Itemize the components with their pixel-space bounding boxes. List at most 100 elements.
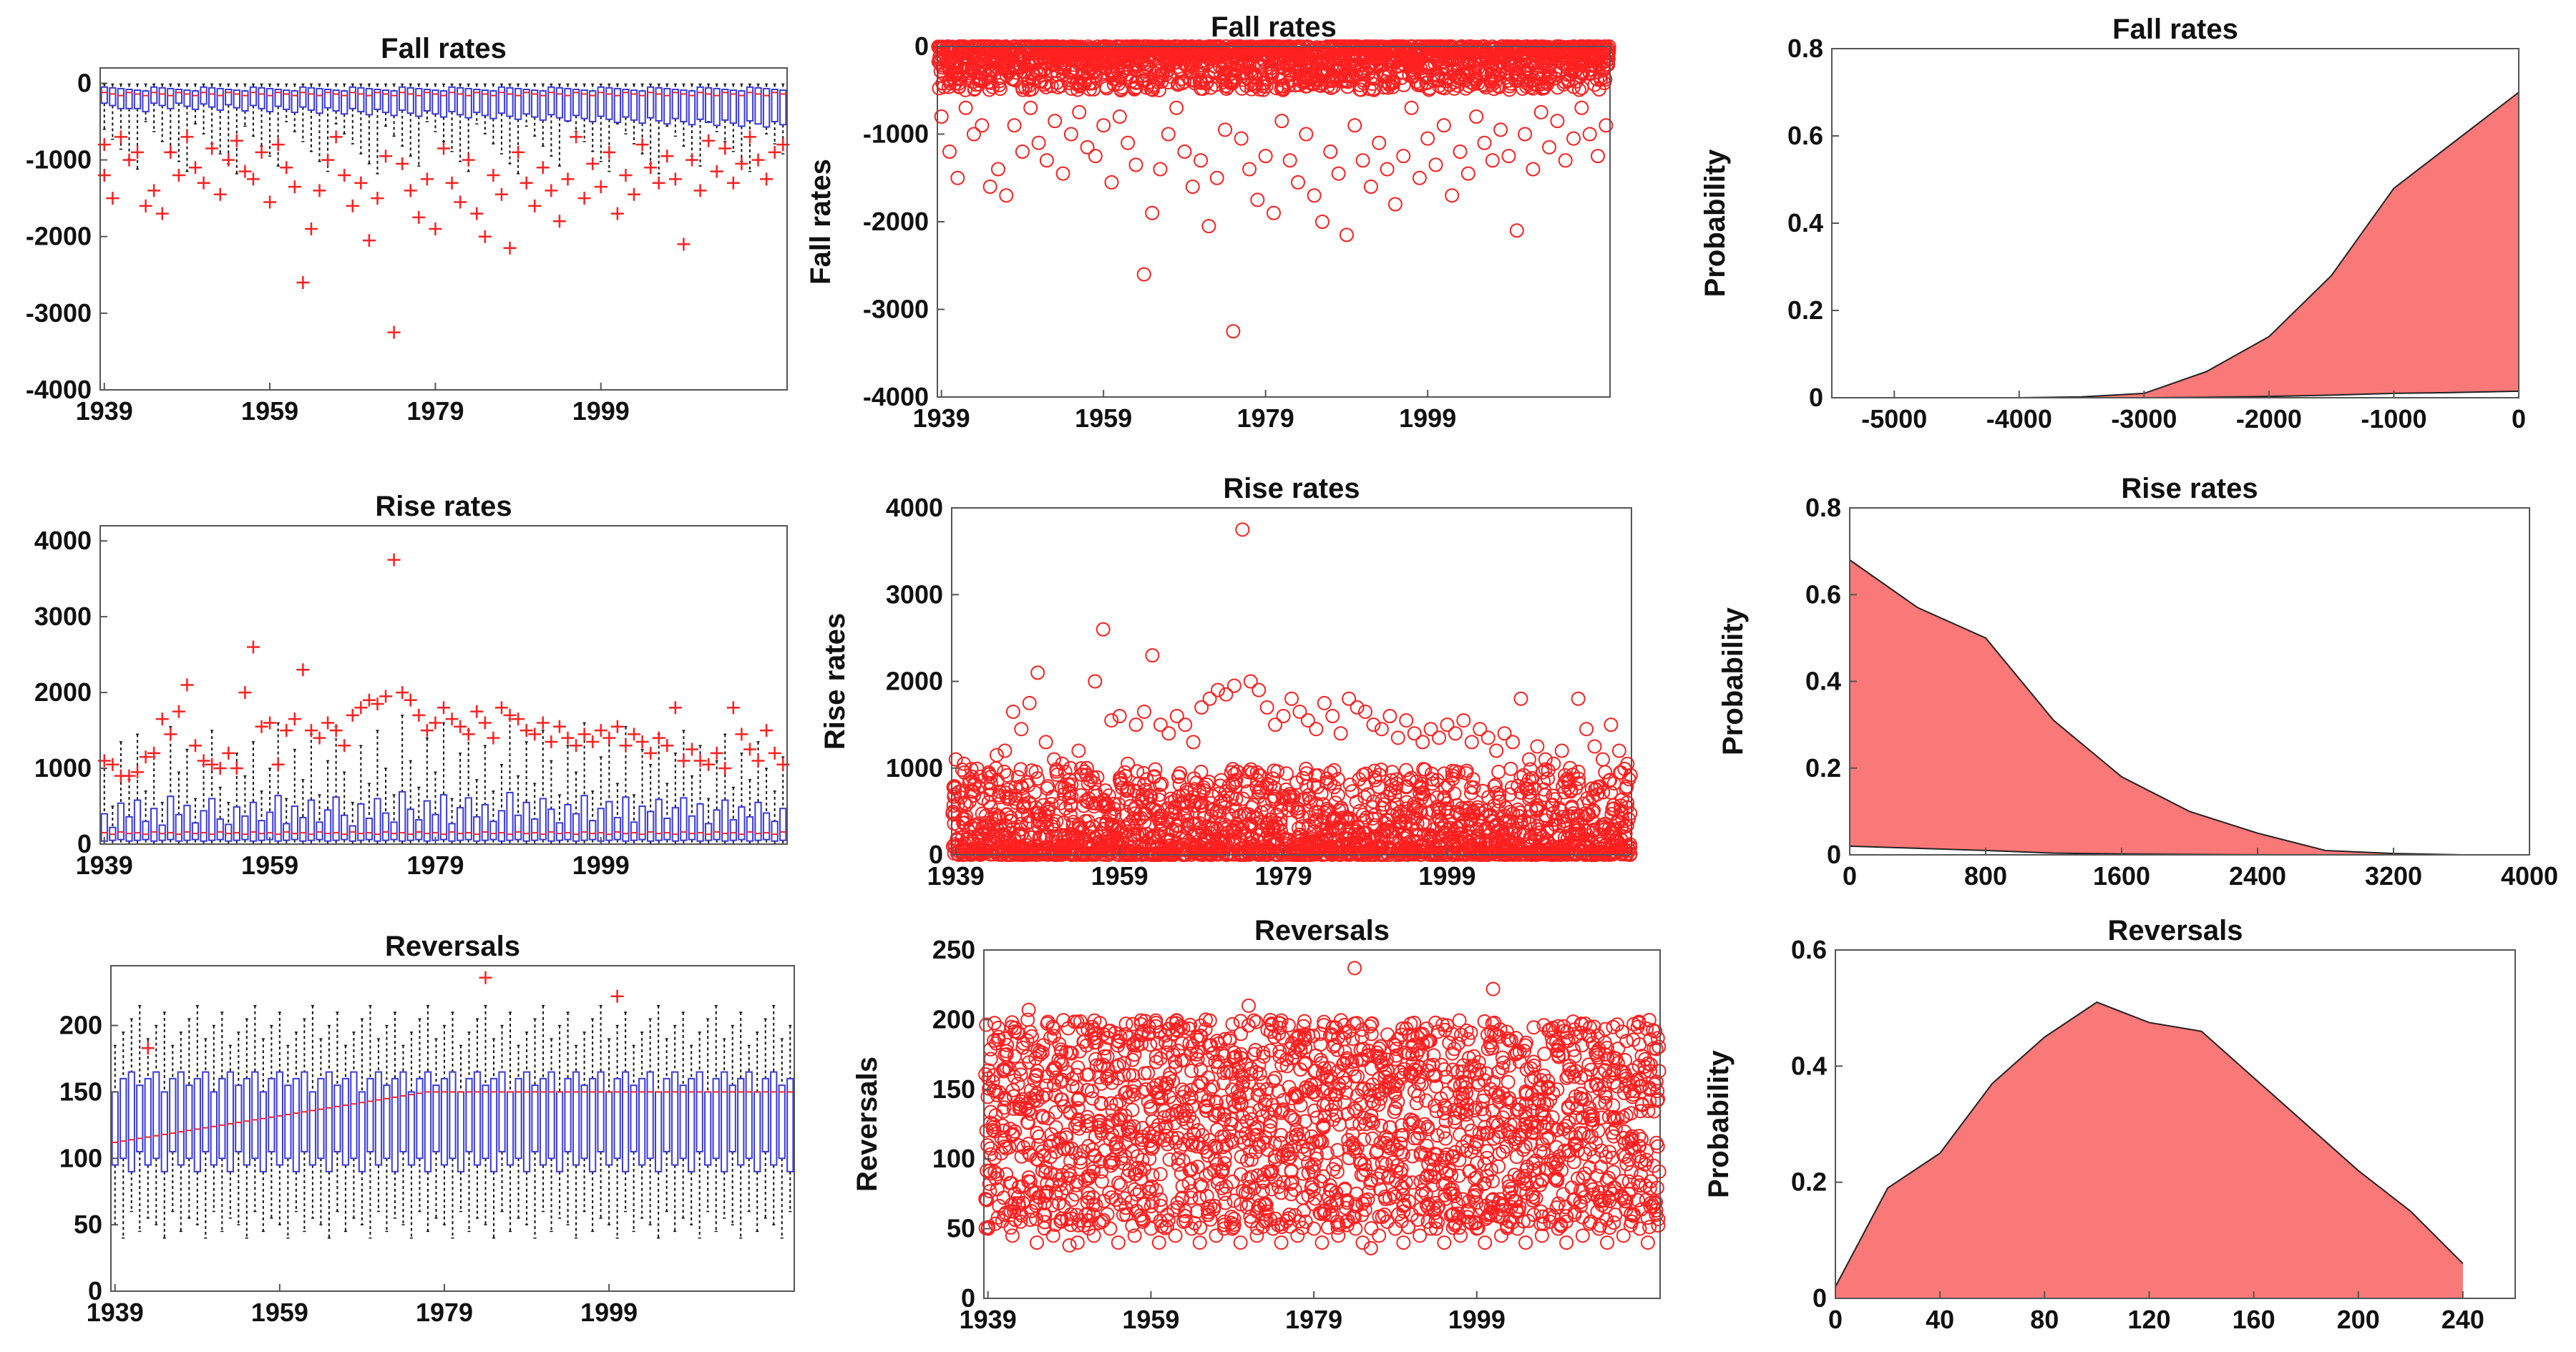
- scatter-point: [1566, 131, 1581, 146]
- box: [589, 90, 597, 123]
- scatter-point: [1169, 100, 1184, 115]
- x-tick-label: 1999: [572, 851, 630, 880]
- box: [258, 820, 265, 841]
- box: [439, 90, 448, 118]
- outlier-marker: [437, 701, 450, 715]
- outlier-marker: [528, 199, 542, 212]
- scatter-point: [1152, 82, 1167, 97]
- box: [473, 89, 481, 114]
- box: [531, 89, 539, 118]
- y-tick-label: 0.4: [1787, 208, 1823, 237]
- box: [721, 89, 729, 121]
- box: [225, 89, 233, 106]
- box: [572, 89, 580, 117]
- box: [216, 818, 224, 841]
- outlier-marker: [329, 130, 343, 144]
- scatter-point: [1023, 100, 1038, 115]
- scatter-point: [1209, 170, 1224, 185]
- outlier-marker: [462, 153, 475, 167]
- outlier-marker: [263, 195, 277, 209]
- y-axis-label: Probability: [1699, 149, 1731, 297]
- scatter-point: [1048, 114, 1063, 129]
- axes-frame: [99, 67, 788, 391]
- box: [299, 86, 307, 108]
- box: [183, 89, 191, 107]
- box: [514, 814, 522, 841]
- scatter-point: [1250, 192, 1265, 207]
- outlier-marker: [726, 701, 740, 715]
- outlier-marker: [288, 180, 301, 194]
- box: [332, 89, 340, 112]
- box: [283, 89, 291, 110]
- outlier-marker: [536, 161, 550, 175]
- scatter-point: [1290, 175, 1305, 190]
- scatter-point: [1267, 205, 1281, 220]
- outlier-marker: [180, 130, 194, 144]
- outlier-marker: [189, 739, 203, 753]
- box: [142, 820, 150, 841]
- box: [481, 803, 489, 841]
- scatter-point: [1591, 149, 1606, 164]
- outlier-marker: [147, 184, 161, 197]
- outlier-marker: [552, 720, 566, 733]
- box: [539, 798, 547, 841]
- chart-title: Fall rates: [1211, 11, 1337, 43]
- box: [399, 86, 406, 111]
- outlier-marker: [222, 153, 235, 167]
- scatter-point: [997, 764, 1012, 779]
- y-tick-label: 1000: [34, 753, 92, 783]
- outlier-marker: [288, 712, 301, 726]
- scatter-point: [1453, 144, 1468, 159]
- box: [158, 87, 166, 107]
- box: [564, 803, 572, 841]
- outlier-marker: [743, 743, 756, 756]
- outlier-marker: [396, 686, 409, 700]
- box: [663, 87, 671, 125]
- scatter-point: [958, 100, 973, 115]
- y-tick-label: -3000: [26, 298, 92, 328]
- box: [265, 87, 274, 113]
- x-tick-label: 1959: [1075, 403, 1132, 433]
- scatter-point: [1357, 73, 1372, 88]
- scatter-point: [1493, 122, 1508, 137]
- outlier-marker: [512, 145, 525, 159]
- scatter-point: [1031, 135, 1046, 150]
- x-tick-label: 1999: [572, 396, 630, 426]
- x-tick-label: 1959: [241, 851, 298, 880]
- box: [423, 800, 431, 842]
- scatter-point: [1145, 205, 1160, 220]
- outlier-marker: [164, 728, 177, 741]
- scatter-point: [957, 40, 972, 55]
- box: [473, 815, 481, 842]
- y-tick-label: -3000: [863, 295, 929, 324]
- box: [746, 815, 754, 842]
- box: [464, 87, 472, 119]
- box: [771, 89, 779, 122]
- box: [564, 87, 572, 122]
- box: [323, 89, 332, 109]
- outlier-marker: [735, 728, 748, 741]
- scatter-point: [1380, 162, 1395, 177]
- outlier-marker: [329, 724, 343, 738]
- scatter-point: [1347, 118, 1362, 133]
- outlier-marker: [213, 187, 227, 201]
- outlier-marker: [114, 130, 127, 144]
- outlier-marker: [296, 276, 310, 289]
- chart-title: Fall rates: [2112, 14, 2238, 45]
- outlier-marker: [280, 724, 293, 738]
- scatter-point: [1007, 118, 1022, 133]
- scatter-point: [1327, 780, 1342, 795]
- box: [316, 821, 323, 841]
- box: [381, 812, 390, 841]
- box: [506, 87, 514, 117]
- y-tick-label: 4000: [34, 526, 92, 555]
- box: [646, 86, 655, 119]
- scatter-point: [1161, 127, 1176, 142]
- scatter-point: [947, 67, 962, 82]
- outlier-marker: [668, 172, 682, 186]
- y-tick-label: -2000: [26, 222, 92, 251]
- box: [522, 89, 530, 115]
- box: [688, 90, 696, 126]
- outlier-marker: [346, 199, 359, 212]
- box: [357, 87, 365, 113]
